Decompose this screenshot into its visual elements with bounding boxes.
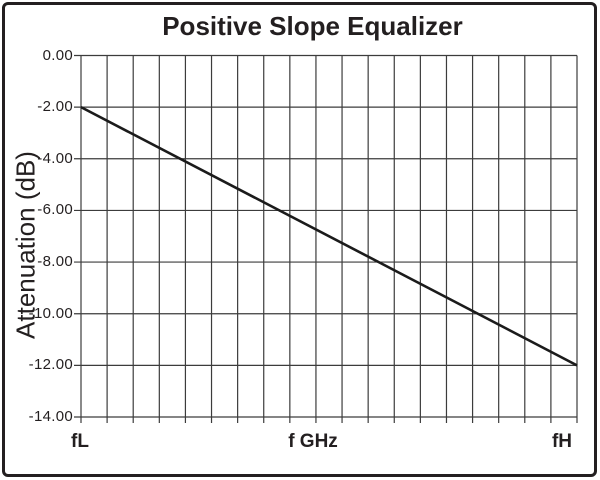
x-axis-title: f GHz: [288, 431, 338, 452]
y-tick-label: -14.00: [28, 408, 73, 425]
y-tick-label: -6.00: [37, 201, 73, 219]
y-tick-label: -12.00: [28, 356, 73, 374]
y-tick-label: -4.00: [37, 149, 73, 167]
y-tick-label: 0.00: [42, 46, 73, 64]
x-axis-end-label: fH: [551, 431, 573, 452]
x-axis-start-label: fL: [71, 431, 89, 452]
y-tick-label: -10.00: [28, 304, 73, 322]
y-tick-label: -2.00: [37, 98, 73, 116]
chart-title: Positive Slope Equalizer: [162, 11, 463, 41]
y-tick-label: -8.00: [37, 253, 73, 271]
data-line: [80, 105, 578, 367]
